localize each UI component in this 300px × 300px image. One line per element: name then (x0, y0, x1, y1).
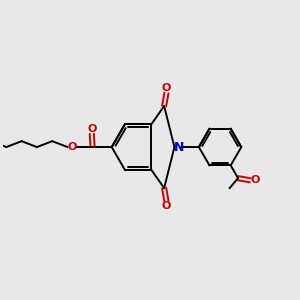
Text: O: O (87, 124, 97, 134)
Text: O: O (67, 142, 77, 152)
Text: O: O (162, 83, 171, 93)
Text: N: N (174, 141, 184, 154)
Text: O: O (162, 201, 171, 212)
Text: O: O (251, 175, 260, 185)
